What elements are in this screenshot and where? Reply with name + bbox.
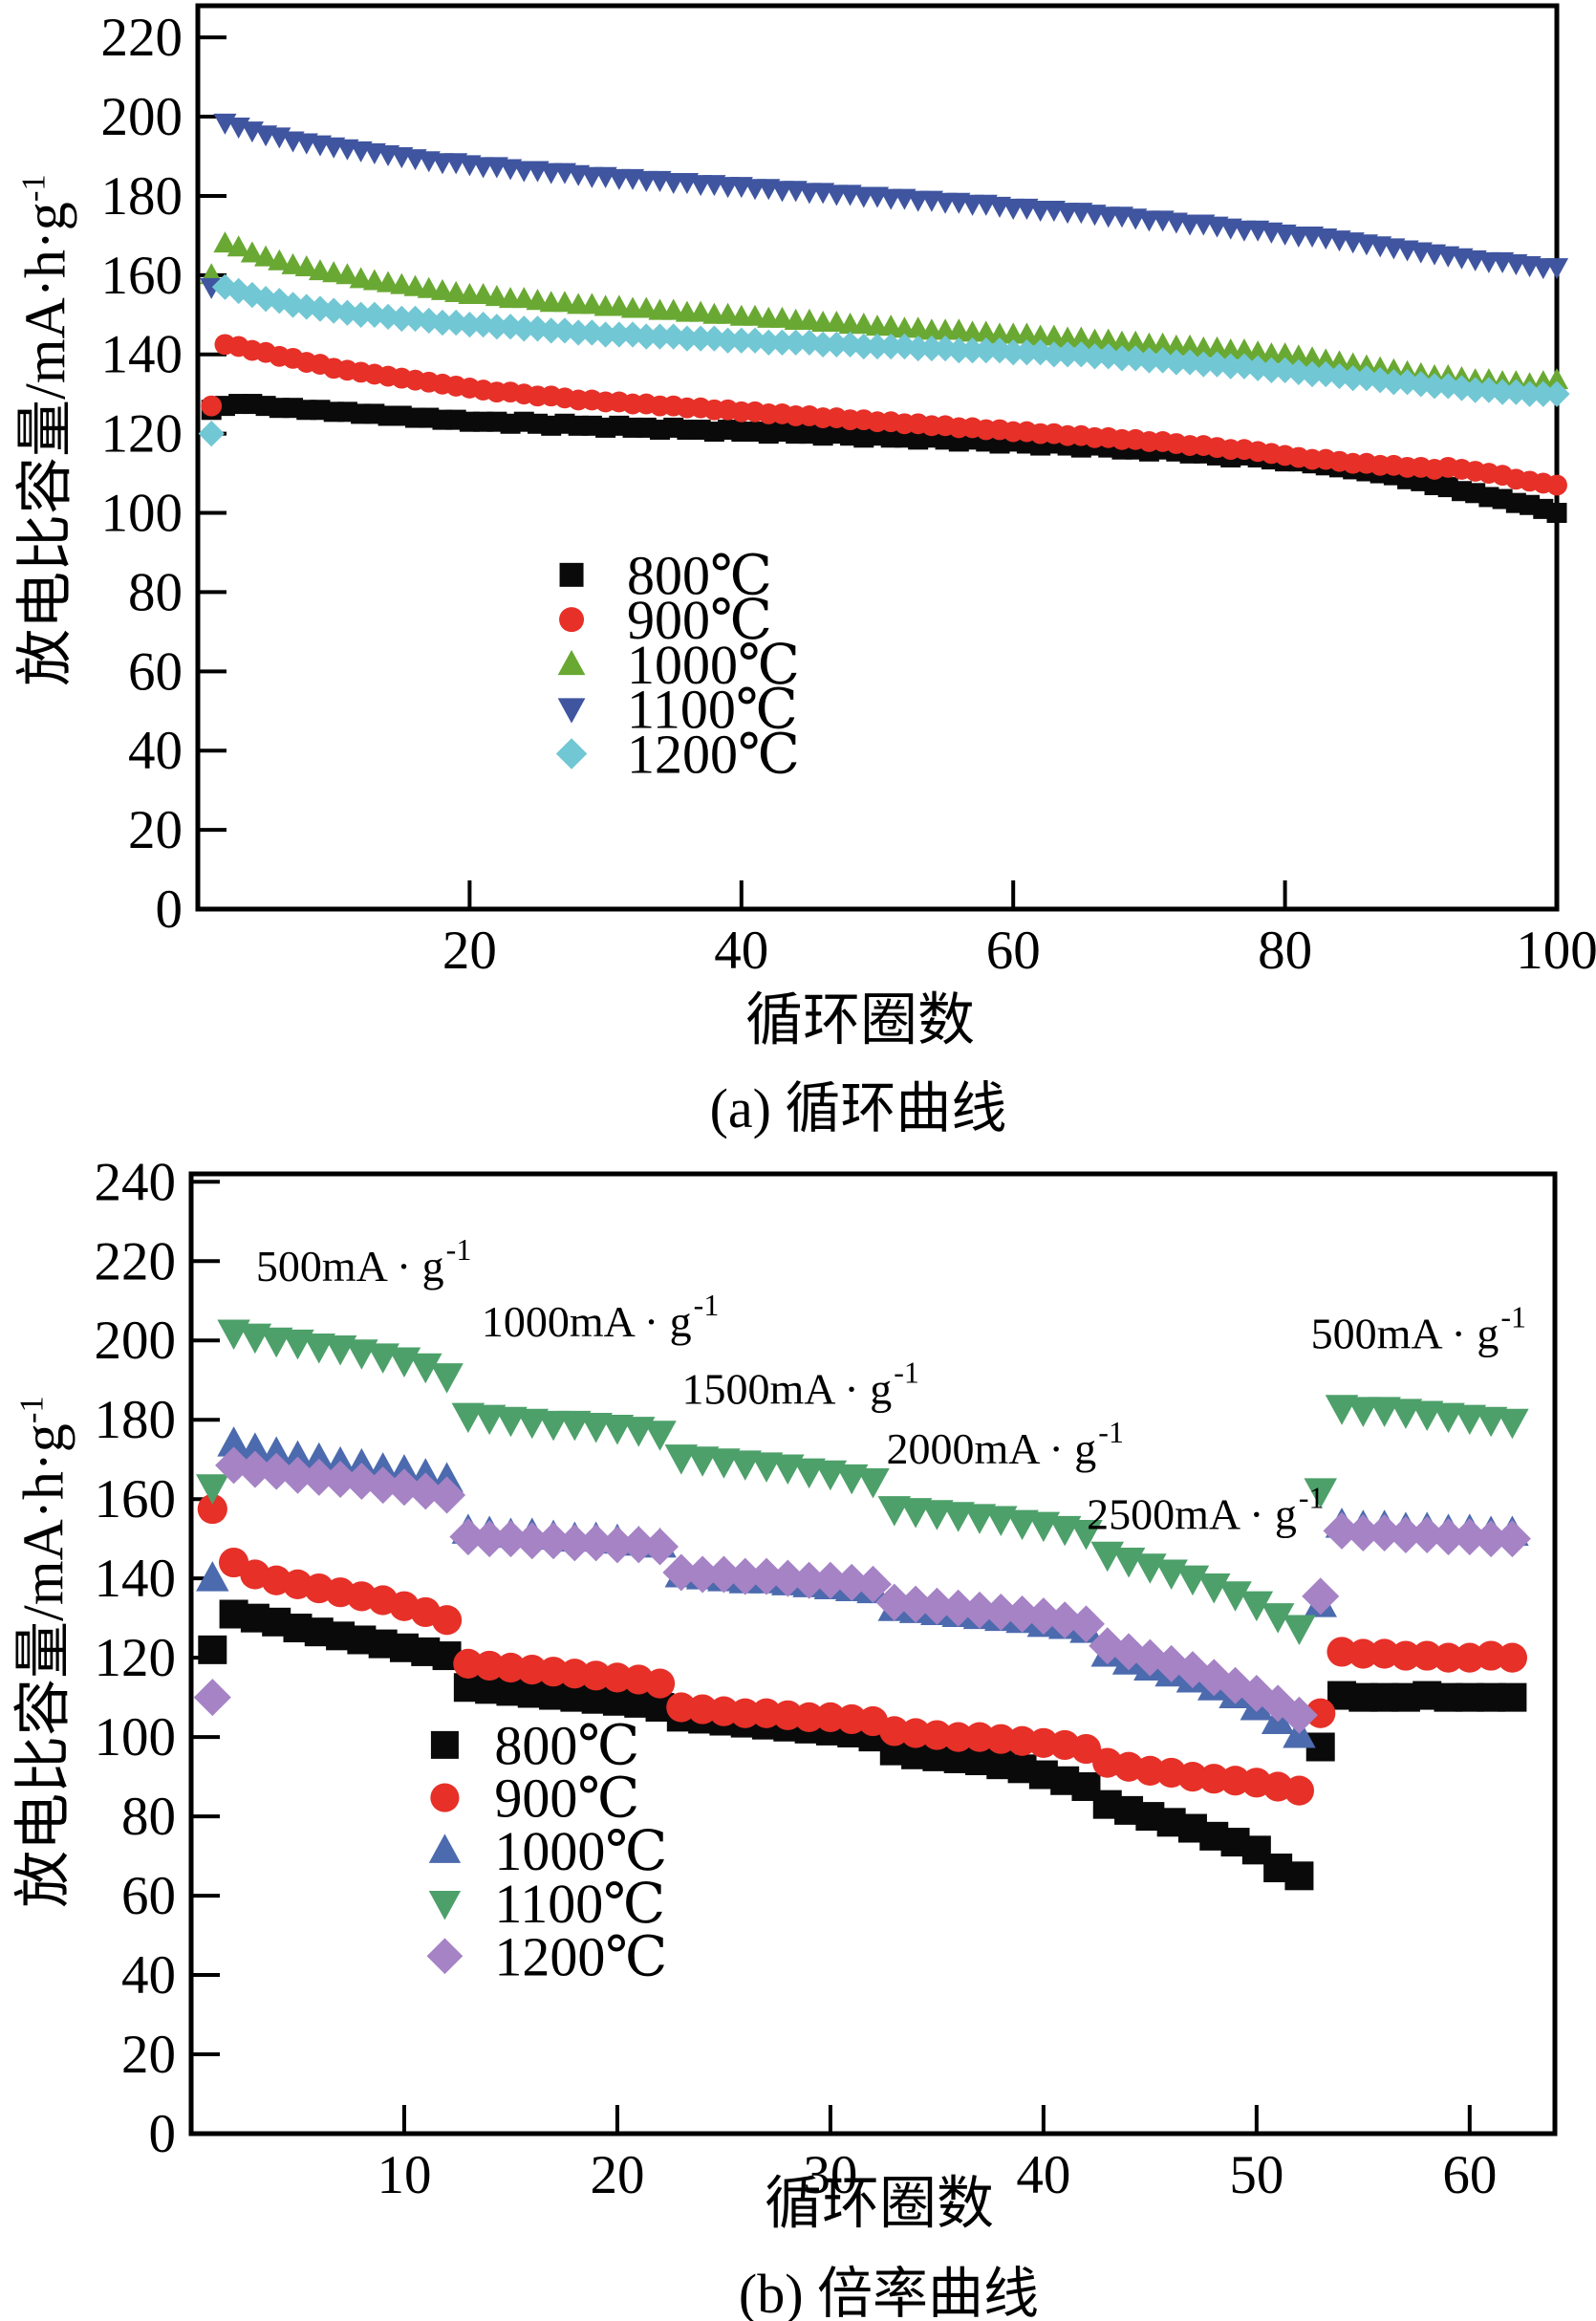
series-1200℃	[198, 273, 1570, 447]
x-tick-label: 100	[1516, 921, 1596, 981]
y-tick-label: 160	[101, 246, 183, 306]
y-tick-label: 0	[149, 2104, 177, 2164]
chart-a-caption: (a) 循环曲线	[709, 1077, 1007, 1139]
rate-annotation: 500mA · g-1	[256, 1232, 471, 1291]
chart-b-caption: (b) 倍率曲线	[738, 2263, 1040, 2321]
x-tick-label: 20	[442, 921, 497, 981]
y-tick-label: 80	[128, 562, 183, 622]
x-tick-label: 30	[803, 2145, 857, 2205]
x-tick-label: 50	[1229, 2145, 1283, 2205]
chart-a-ylabel-text: 放电比容量/mA·h·g	[13, 202, 77, 686]
y-tick-label: 120	[95, 1628, 177, 1688]
rate-annotation: 1500mA · g-1	[681, 1356, 918, 1414]
y-tick-label: 100	[101, 484, 183, 544]
y-tick-label: 200	[95, 1311, 177, 1371]
chart-b: 0 20 40 60 80 100 120 140 160 180 200 220 240 10 20 30 4…	[95, 1152, 1558, 2205]
chart-a-plot-border	[195, 3, 1560, 912]
legend-label-800℃: 800℃	[494, 1714, 639, 1776]
chart-b-ylabel-text: 放电比容量/mA·h·g	[11, 1423, 75, 1908]
chart-a-ylabel-sup: -1	[14, 174, 53, 203]
y-tick-label: 220	[101, 8, 183, 68]
y-tick-label: 200	[101, 87, 183, 147]
legend-label-1100℃: 1100℃	[627, 679, 798, 741]
y-tick-label: 20	[121, 2025, 176, 2085]
y-tick-label: 80	[121, 1787, 176, 1847]
rate-annotation: 500mA · g-1	[1311, 1300, 1526, 1358]
chart-b-plot-border	[188, 1171, 1558, 2137]
y-tick-label: 140	[95, 1549, 177, 1609]
legend-label-900℃: 900℃	[494, 1768, 639, 1830]
rate-annotation: 2500mA · g-1	[1087, 1480, 1324, 1538]
x-tick-label: 60	[986, 921, 1041, 981]
legend-label-1200℃: 1200℃	[627, 723, 800, 785]
chart-a-xlabel: 循环圈数	[745, 988, 975, 1052]
chart-b-ylabel-sup: -1	[12, 1396, 51, 1424]
y-tick-label: 100	[95, 1707, 177, 1768]
series-900℃	[201, 334, 1567, 496]
legend-label-1000℃: 1000℃	[494, 1820, 667, 1882]
series-900℃	[197, 1493, 1528, 1806]
y-tick-label: 140	[101, 325, 183, 385]
chart-b-xlabel: 循环圈数	[765, 2172, 994, 2236]
x-tick-label: 80	[1258, 921, 1312, 981]
x-tick-label: 40	[1016, 2145, 1070, 2205]
y-tick-label: 120	[101, 404, 183, 465]
y-tick-label: 40	[128, 721, 183, 781]
y-tick-label: 60	[128, 641, 183, 702]
chart-a-ylabel: 放电比容量/mA·h·g-1	[0, 174, 82, 686]
x-tick-label: 20	[590, 2145, 644, 2205]
series-1200℃	[193, 1446, 1531, 1734]
y-tick-label: 180	[95, 1390, 177, 1450]
y-tick-label: 240	[95, 1152, 177, 1212]
chart-b-ylabel: 放电比容量/mA·h·g-1	[0, 1396, 80, 1908]
y-tick-label: 180	[101, 166, 183, 227]
chart-a: 0 20 40 60 80 100 120 140 160 180 200 220 20 40 60 80 10…	[101, 3, 1596, 981]
y-tick-label: 60	[121, 1866, 176, 1926]
series-800℃	[198, 1599, 1527, 1891]
y-tick-label: 20	[128, 800, 183, 860]
x-tick-label: 60	[1442, 2145, 1497, 2205]
legend-label-1200℃: 1200℃	[494, 1925, 667, 1987]
legend-label-1000℃: 1000℃	[627, 634, 800, 696]
rate-annotation: 1000mA · g-1	[482, 1288, 719, 1346]
y-tick-label: 220	[95, 1231, 177, 1291]
series-1100℃	[196, 1319, 1529, 1646]
legend-label-800℃: 800℃	[627, 544, 772, 606]
x-tick-label: 40	[714, 921, 768, 981]
legend-label-1100℃: 1100℃	[494, 1873, 665, 1935]
y-tick-label: 0	[156, 879, 183, 940]
rate-annotation: 2000mA · g-1	[887, 1415, 1124, 1473]
y-tick-label: 40	[121, 1945, 176, 2006]
legend-label-900℃: 900℃	[627, 589, 772, 651]
y-tick-label: 160	[95, 1469, 177, 1529]
x-tick-label: 10	[377, 2145, 431, 2205]
series-1100℃	[200, 113, 1569, 299]
